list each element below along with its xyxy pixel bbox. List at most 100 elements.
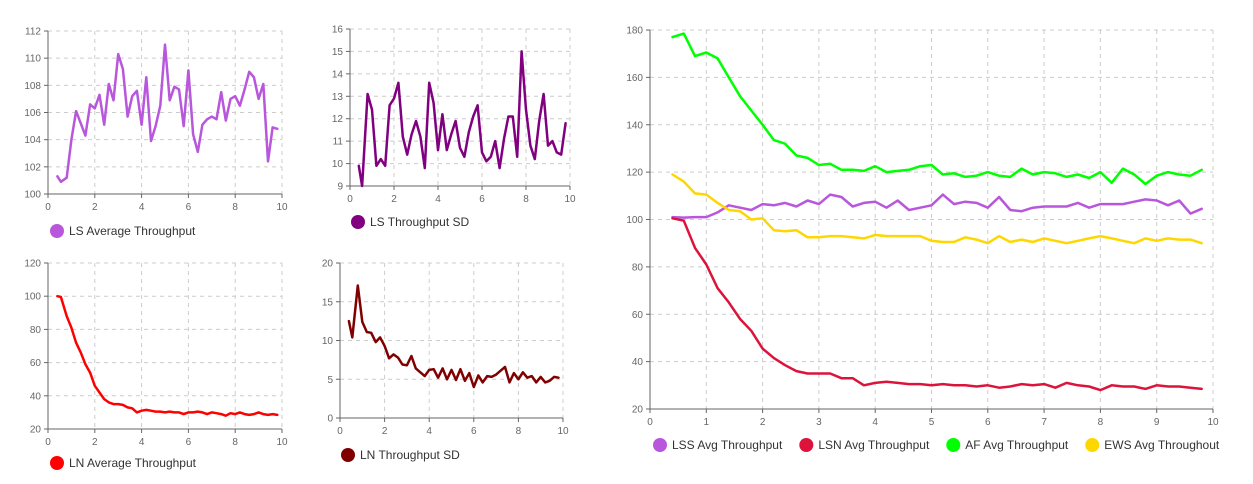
series-line-4 bbox=[671, 173, 1203, 245]
y-tick-label: 14 bbox=[332, 69, 344, 80]
y-tick-label: 40 bbox=[632, 357, 644, 368]
x-tick-label: 1 bbox=[704, 417, 710, 428]
y-tick-label: 140 bbox=[626, 120, 643, 131]
grid bbox=[48, 262, 283, 429]
legend-label-1: LSS Avg Throughput bbox=[672, 438, 783, 452]
y-tick-label: 13 bbox=[332, 92, 344, 103]
y-tick-label: 60 bbox=[632, 310, 644, 321]
x-tick-label: 2 bbox=[92, 202, 98, 213]
x-tick-label: 2 bbox=[391, 194, 397, 205]
x-tick-label: 8 bbox=[232, 437, 238, 448]
y-tick-label: 110 bbox=[25, 54, 41, 65]
y-tick-label: 20 bbox=[632, 405, 644, 416]
series-line-1 bbox=[56, 43, 279, 184]
y-tick-label: 0 bbox=[327, 414, 333, 425]
y-tick-label: 120 bbox=[24, 259, 41, 270]
legend-label-1: LN Average Throughput bbox=[69, 456, 197, 470]
y-tick-label: 15 bbox=[332, 47, 344, 58]
y-tick-label: 100 bbox=[24, 292, 41, 303]
x-tick-label: 10 bbox=[557, 426, 569, 437]
y-tick-label: 104 bbox=[24, 135, 41, 146]
x-tick-label: 4 bbox=[872, 417, 878, 428]
chart-5: 0 1 2 3 4 5 6 7 8 9 10 20 40 60 80 100 120 140 160 180 LSS A… bbox=[626, 26, 1220, 452]
legend-marker-1 bbox=[50, 224, 64, 238]
series-line-1 bbox=[357, 50, 567, 188]
legend-marker-1 bbox=[653, 438, 667, 452]
x-tick-label: 2 bbox=[382, 426, 388, 437]
y-tick-label: 10 bbox=[332, 159, 344, 170]
legend-label-1: LS Throughput SD bbox=[370, 215, 470, 229]
chart-4: 0 2 4 6 8 10 0 5 10 15 20 LN Throughput SD bbox=[322, 259, 569, 462]
series-line-1 bbox=[347, 284, 560, 389]
x-tick-label: 0 bbox=[45, 202, 51, 213]
x-tick-label: 10 bbox=[1207, 417, 1219, 428]
y-tick-label: 112 bbox=[25, 27, 41, 38]
legend-label-1: LN Throughput SD bbox=[360, 448, 460, 462]
x-tick-label: 0 bbox=[337, 426, 343, 437]
chart-3: 0 2 4 6 8 10 20 40 60 80 100 120 LN Average Throughp… bbox=[24, 259, 288, 470]
y-tick-label: 20 bbox=[30, 425, 42, 436]
y-tick-label: 108 bbox=[24, 81, 41, 92]
y-tick-label: 60 bbox=[30, 358, 42, 369]
y-tick-label: 10 bbox=[322, 336, 334, 347]
x-tick-label: 2 bbox=[760, 417, 766, 428]
y-tick-label: 106 bbox=[24, 108, 41, 119]
x-tick-label: 6 bbox=[479, 194, 485, 205]
x-tick-label: 8 bbox=[523, 194, 529, 205]
x-tick-label: 0 bbox=[45, 437, 51, 448]
grid bbox=[650, 29, 1214, 409]
chart-1: 0 2 4 6 8 10 100 102 104 106 108 110 112 LS Average T… bbox=[24, 27, 288, 238]
y-tick-label: 11 bbox=[333, 137, 344, 148]
legend-marker-1 bbox=[341, 448, 355, 462]
y-tick-label: 120 bbox=[626, 168, 643, 179]
y-tick-label: 180 bbox=[626, 26, 643, 37]
x-tick-label: 8 bbox=[232, 202, 238, 213]
legend-label-4: EWS Avg Throughout bbox=[1104, 438, 1220, 452]
y-tick-label: 100 bbox=[626, 215, 643, 226]
series-line-3 bbox=[671, 32, 1203, 186]
x-tick-label: 4 bbox=[426, 426, 432, 437]
legend-marker-4 bbox=[1085, 438, 1100, 452]
y-tick-label: 80 bbox=[30, 325, 42, 336]
x-tick-label: 4 bbox=[435, 194, 441, 205]
y-tick-label: 5 bbox=[327, 375, 333, 386]
y-tick-label: 102 bbox=[24, 162, 41, 173]
x-tick-label: 6 bbox=[186, 437, 192, 448]
x-tick-label: 6 bbox=[985, 417, 991, 428]
legend-marker-2 bbox=[799, 438, 814, 452]
legend-label-3: AF Avg Throughput bbox=[965, 438, 1069, 452]
legend-marker-1 bbox=[50, 456, 64, 470]
series-line-1 bbox=[56, 294, 279, 417]
x-tick-label: 4 bbox=[139, 437, 145, 448]
x-tick-label: 8 bbox=[516, 426, 522, 437]
grid bbox=[340, 262, 564, 418]
x-tick-label: 4 bbox=[139, 202, 145, 213]
x-tick-label: 5 bbox=[929, 417, 935, 428]
y-tick-label: 40 bbox=[30, 391, 42, 402]
x-tick-label: 10 bbox=[276, 437, 288, 448]
y-tick-label: 16 bbox=[332, 25, 344, 36]
x-tick-label: 9 bbox=[1154, 417, 1160, 428]
x-tick-label: 0 bbox=[647, 417, 653, 428]
grid bbox=[350, 28, 571, 186]
y-tick-label: 9 bbox=[337, 182, 343, 193]
x-tick-label: 0 bbox=[347, 194, 353, 205]
x-tick-label: 2 bbox=[92, 437, 98, 448]
x-tick-label: 10 bbox=[564, 194, 576, 205]
legend-marker-3 bbox=[946, 438, 961, 452]
series-line-2 bbox=[671, 217, 1203, 392]
x-tick-label: 8 bbox=[1098, 417, 1104, 428]
series-line-1 bbox=[671, 193, 1203, 219]
x-tick-label: 10 bbox=[276, 202, 288, 213]
legend-label-1: LS Average Throughput bbox=[69, 224, 196, 238]
y-tick-label: 15 bbox=[322, 297, 334, 308]
y-tick-label: 100 bbox=[24, 190, 41, 201]
y-tick-label: 160 bbox=[626, 73, 643, 84]
chart-2: 0 2 4 6 8 10 9 10 11 12 13 14 15 16 LS Throughput SD bbox=[332, 25, 576, 229]
y-tick-label: 80 bbox=[632, 262, 644, 273]
y-tick-label: 20 bbox=[322, 259, 334, 270]
legend-label-2: LSN Avg Throughput bbox=[818, 438, 930, 452]
y-tick-label: 12 bbox=[332, 114, 344, 125]
x-tick-label: 7 bbox=[1041, 417, 1047, 428]
